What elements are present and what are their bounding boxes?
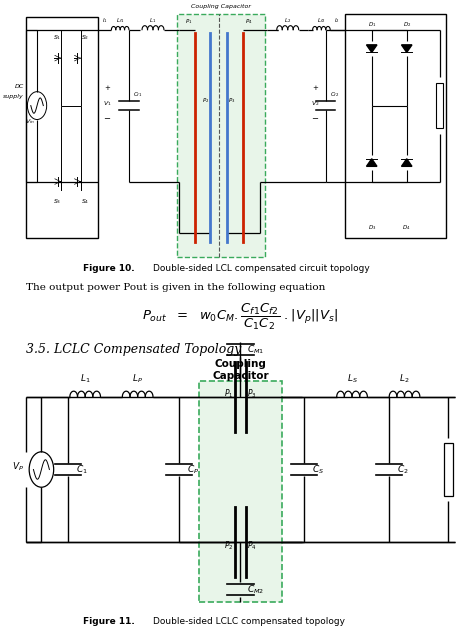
Bar	[436, 83, 443, 128]
Text: $C_P$: $C_P$	[187, 463, 199, 476]
Text: $S_1$: $S_1$	[53, 33, 61, 42]
Text: $C_{f2}$: $C_{f2}$	[330, 90, 340, 99]
Text: $P_2$: $P_2$	[201, 97, 209, 106]
Text: $P_4$: $P_4$	[248, 540, 257, 552]
Bar	[177, 14, 265, 257]
Text: $V_P$: $V_P$	[12, 460, 24, 472]
Text: Double-sided LCLC compensated topology: Double-sided LCLC compensated topology	[153, 617, 345, 626]
Bar	[444, 443, 453, 497]
Text: $V_{in}$: $V_{in}$	[24, 117, 35, 126]
Text: $L_2$: $L_2$	[399, 373, 410, 385]
Text: $L_1$: $L_1$	[80, 373, 91, 385]
Polygon shape	[366, 159, 377, 166]
Text: $I_2$: $I_2$	[334, 16, 340, 25]
Text: The output power Pout is given in the following equation: The output power Pout is given in the fo…	[26, 283, 326, 292]
Text: $C_S$: $C_S$	[312, 463, 324, 476]
Text: +: +	[312, 84, 318, 91]
Text: $L_1$: $L_1$	[149, 16, 157, 25]
Text: $P_1$: $P_1$	[224, 387, 233, 400]
Text: $C_1$: $C_1$	[76, 463, 87, 476]
Text: Figure 11.: Figure 11.	[83, 617, 135, 626]
Text: $P_1$: $P_1$	[185, 17, 192, 26]
Text: $D_2$: $D_2$	[402, 20, 411, 29]
Text: DC: DC	[15, 84, 24, 89]
Text: +: +	[104, 84, 110, 91]
Text: $L_2$: $L_2$	[284, 16, 292, 25]
Text: Coupling Capacitor: Coupling Capacitor	[191, 4, 251, 9]
Text: $C_{f1}$: $C_{f1}$	[134, 90, 143, 99]
Text: $P_4$: $P_4$	[245, 17, 252, 26]
Text: $L_P$: $L_P$	[132, 373, 143, 385]
Text: $V_2$: $V_2$	[310, 100, 319, 109]
Text: −: −	[311, 115, 318, 124]
Text: $S_3$: $S_3$	[53, 197, 61, 206]
Polygon shape	[401, 45, 412, 52]
Polygon shape	[401, 159, 412, 166]
Bar	[26, 17, 98, 239]
Text: $C_2$: $C_2$	[397, 463, 409, 476]
Text: $P_2$: $P_2$	[224, 540, 233, 552]
Text: $L_{f2}$: $L_{f2}$	[317, 16, 326, 25]
Text: $I_1$: $I_1$	[102, 16, 108, 25]
Text: $D_4$: $D_4$	[402, 223, 411, 232]
Text: $P_3$: $P_3$	[248, 387, 257, 400]
Text: Figure 10.: Figure 10.	[83, 264, 134, 273]
Text: $D_3$: $D_3$	[368, 223, 376, 232]
Text: $D_1$: $D_1$	[368, 20, 376, 29]
Text: Capacitor: Capacitor	[212, 371, 269, 381]
Text: 3.5. LCLC Compensated Topology: 3.5. LCLC Compensated Topology	[26, 343, 242, 356]
Text: −: −	[103, 115, 110, 124]
Text: $L_S$: $L_S$	[346, 373, 358, 385]
Text: Coupling: Coupling	[214, 359, 267, 369]
Text: $V_1$: $V_1$	[103, 100, 111, 109]
Text: $L_{f1}$: $L_{f1}$	[116, 16, 124, 25]
Text: $P_3$: $P_3$	[228, 97, 236, 106]
Text: $C_{M1}$: $C_{M1}$	[247, 343, 264, 355]
Text: $C_{M2}$: $C_{M2}$	[247, 584, 264, 596]
Bar	[346, 14, 446, 239]
Text: $S_4$: $S_4$	[81, 197, 90, 206]
Text: Double-sided LCL compensated circuit topology: Double-sided LCL compensated circuit top…	[153, 264, 370, 273]
Text: supply: supply	[3, 93, 24, 99]
Bar	[199, 381, 282, 602]
Text: $S_2$: $S_2$	[81, 33, 89, 42]
Text: $P_{out}\ \ =\ \ w_0C_M.\dfrac{C_{f1}C_{f2}}{C_1C_2}\ .|V_p||V_s|$: $P_{out}\ \ =\ \ w_0C_M.\dfrac{C_{f1}C_{…	[142, 301, 339, 332]
Polygon shape	[366, 45, 377, 52]
